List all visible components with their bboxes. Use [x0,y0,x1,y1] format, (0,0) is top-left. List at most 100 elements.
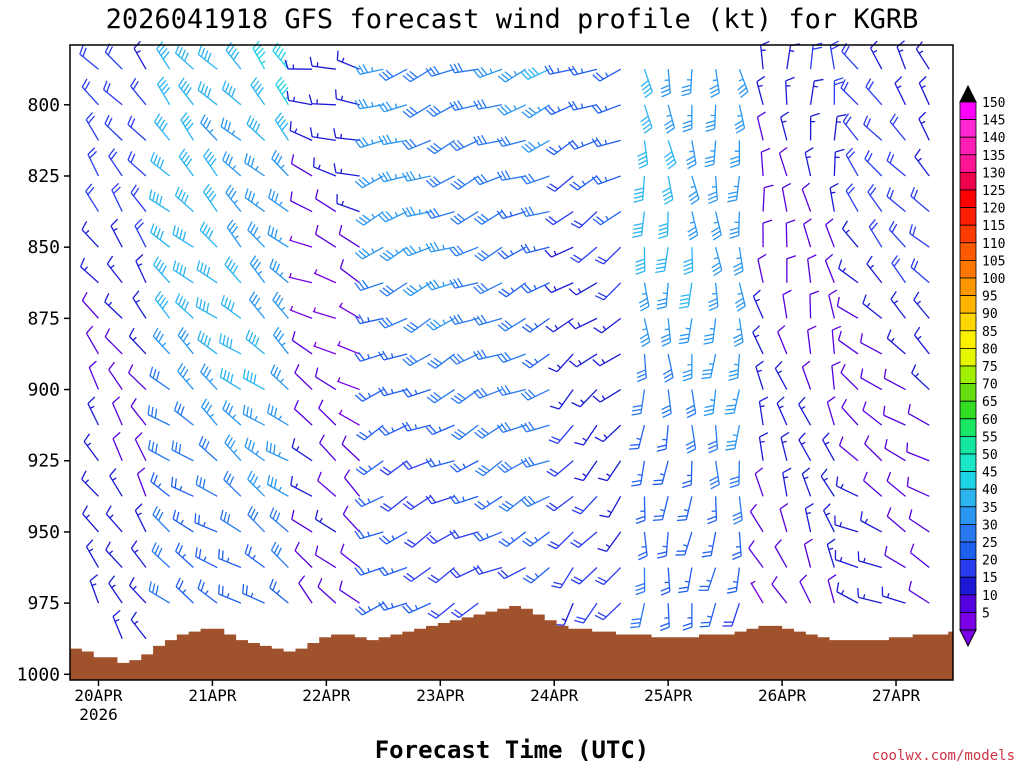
wind-barb [574,602,598,624]
wind-barb [497,317,527,332]
wind-barb [822,503,835,533]
wind-barb [354,246,384,260]
wind-barb [594,424,622,443]
wind-barb [726,567,741,594]
wind-barb [203,183,218,212]
wind-barb [754,467,764,497]
colorbar-label: 100 [982,272,1005,287]
wind-barb [652,460,669,486]
wind-barb [574,424,598,446]
wind-barb [682,603,693,631]
colorbar-label: 50 [982,448,998,463]
wind-barb [760,147,771,177]
wind-barb [81,78,99,106]
wind-barb [678,567,693,594]
wind-barb [148,581,171,604]
wind-barb [473,99,503,110]
colorbar-bottom-arrow [959,629,977,648]
colorbar-swatch [959,330,977,349]
wind-barb [220,509,242,533]
x-tick-label: 22APR [302,686,351,705]
wind-barb [704,140,717,168]
x-year-label: 2026 [79,705,118,724]
wind-barb [223,470,242,497]
wind-barb [288,272,313,284]
wind-barb [244,437,266,462]
wind-barb [798,396,812,426]
wind-barb [81,291,99,319]
wind-barb [83,433,100,462]
wind-barb [272,326,289,355]
wind-barb [401,138,432,151]
wind-barb [378,424,408,436]
wind-barb [379,495,408,512]
wind-barb [134,432,147,462]
wind-barb [149,366,171,391]
wind-barb [755,360,764,390]
wind-barb [425,279,455,291]
wind-barb [752,325,764,355]
wind-barb [474,424,503,439]
wind-barb [841,398,859,426]
wind-barb [862,294,883,319]
wind-barb [568,139,598,150]
wind-barb [194,513,218,533]
wind-barb [546,460,574,477]
x-tick-label: 20APR [74,686,123,705]
wind-barb [180,112,194,141]
wind-barb [293,399,313,426]
wind-barb [544,64,574,75]
wind-barb [473,314,503,326]
wind-barb [354,314,384,325]
wind-barb [782,467,792,497]
colorbar-swatch [959,295,977,314]
wind-barb [147,405,170,426]
wind-barb [707,425,719,454]
wind-barb [152,327,171,355]
wind-barb [599,496,622,518]
wind-barb [597,531,622,552]
wind-barb [701,353,717,380]
colorbar-label: 85 [982,325,998,340]
wind-barb [913,291,930,319]
wind-barb [112,431,123,461]
wind-barb [571,389,598,408]
wind-barb [354,175,384,189]
wind-barb [568,317,598,330]
colorbar-label: 120 [982,202,1005,217]
wind-barb [890,291,907,319]
wind-barb [220,117,242,141]
wind-barb [178,77,194,106]
wind-barb [402,282,432,297]
wind-barb [521,317,550,333]
wind-barb [425,65,455,77]
wind-barb [497,68,527,83]
wind-barb [79,44,99,70]
wind-barb [521,139,550,153]
wind-barb [546,175,574,192]
colorbar-label: 135 [982,149,1005,164]
colorbar-swatch [959,154,977,173]
wind-barb [659,603,670,632]
wind-barb [801,182,812,212]
wind-barb [549,389,574,410]
wind-barb [884,545,906,569]
wind-barb [570,567,598,585]
wind-barb [248,291,266,319]
wind-barb [840,363,859,391]
credit-text[interactable]: coolwx.com/models [872,748,1015,764]
wind-barb [868,219,883,248]
wind-barb [354,98,384,110]
wind-barb [733,318,744,347]
wind-barb [730,140,741,168]
wind-barb [85,539,100,568]
wind-barb [834,550,859,569]
wind-barb [378,531,408,545]
wind-barb [130,540,147,568]
wind-barb [774,361,788,390]
wind-barb [544,104,574,116]
wind-barb [333,163,360,177]
wind-barb [638,282,650,312]
wind-barb [130,611,147,640]
wind-barb [473,349,503,361]
